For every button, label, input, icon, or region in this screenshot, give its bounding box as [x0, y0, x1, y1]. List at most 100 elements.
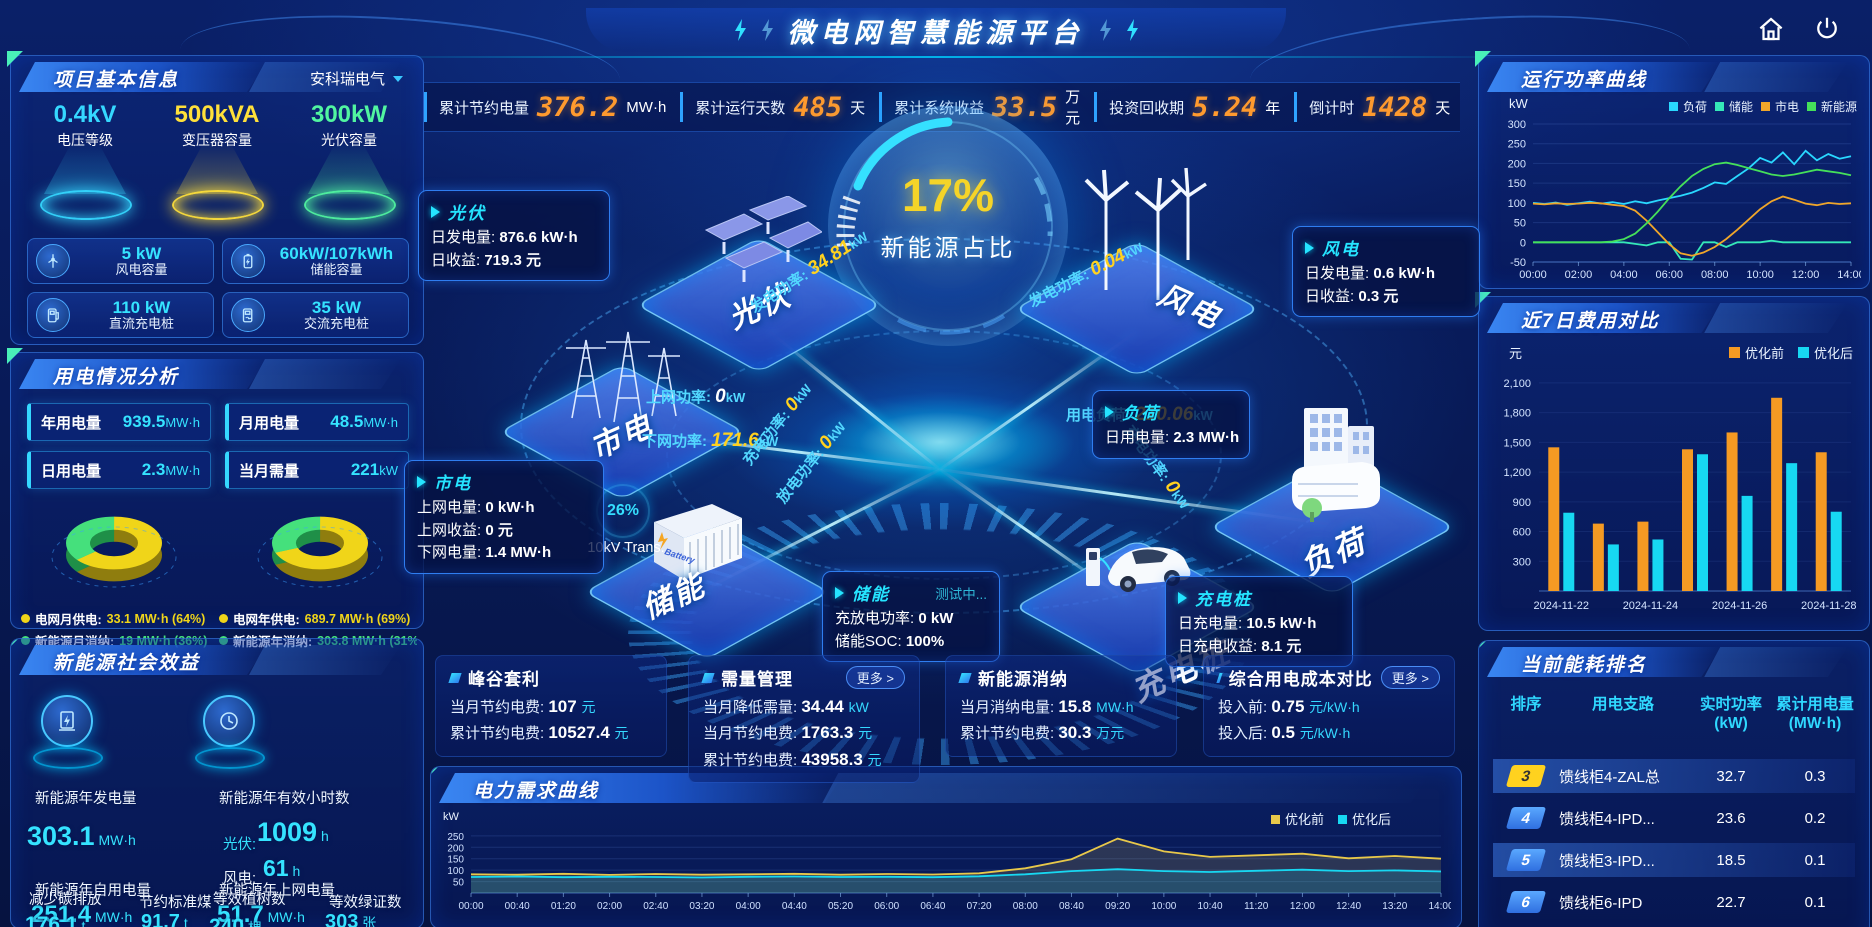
info-box-row: 日发电量: 876.6 kW·h: [431, 227, 597, 250]
top-stat-item: 累计节约电量 376.2 MW·h: [424, 92, 680, 122]
benefit-value: 303.1 MW·h: [27, 821, 136, 851]
panel-title: 近7日费用对比: [1521, 311, 1660, 332]
metric-card-row: 投入后: 0.5 元/kW·h: [1218, 720, 1440, 746]
info-box-title-row: 市电: [417, 469, 591, 494]
legend-item: 市电: [1760, 98, 1799, 115]
top-stat-value: 485: [793, 91, 843, 123]
svg-text:02:40: 02:40: [643, 901, 668, 912]
svg-text:100: 100: [1508, 198, 1526, 210]
panel-header: 用电情况分析: [17, 358, 417, 392]
ranking-column-header: 实时功率 (kW): [1699, 696, 1762, 733]
svg-text:300: 300: [1508, 119, 1526, 131]
top-stat-value: 33.5: [992, 91, 1058, 123]
capacity-card: 110 kW 直流充电桩: [27, 292, 214, 338]
benefit-value: 91.7 t: [141, 911, 188, 927]
metric-card-title: 需量管理: [721, 670, 793, 689]
more-button[interactable]: 更多 >: [845, 666, 905, 689]
new-energy-percent-label: 新能源占比: [880, 235, 1016, 262]
svg-text:200: 200: [1508, 158, 1526, 170]
donut-legend-entry: 电网月供电: 33.1 MW·h (64%): [21, 609, 219, 628]
svg-text:600: 600: [1513, 527, 1531, 539]
panel-header: 电力需求曲线: [437, 772, 1451, 806]
company-dropdown[interactable]: 安科瑞电气: [310, 68, 403, 89]
ranking-column-header: 累计用电量 (MW·h): [1776, 696, 1854, 733]
rank-badge: 6: [1505, 891, 1547, 913]
home-icon[interactable]: [1756, 14, 1786, 44]
more-button[interactable]: 更多 >: [1380, 666, 1440, 689]
capacity-pedestals: 0.4kV 电压等级 500kVA 变压器容量 300kW 光伏容量: [11, 101, 423, 232]
benefit-value: 61 h: [263, 855, 301, 881]
benefit-value: 1009 h: [257, 817, 329, 847]
metric-row-unit: 元: [858, 725, 873, 742]
pv-info-box: 光伏 日发电量: 876.6 kW·h 日收益: 719.3 元: [418, 190, 610, 281]
metric-card-row: 投入前: 0.75 元/kW·h: [1218, 694, 1440, 720]
rank-badge: 5: [1505, 849, 1547, 871]
ranking-row[interactable]: 6 馈线柜6-IPD 22.7 0.1: [1493, 885, 1855, 919]
benefit-label: 新能源年上网电量: [219, 883, 335, 899]
ranking-row[interactable]: 3 馈线柜4-ZAL总 32.7 0.3: [1493, 759, 1855, 793]
ranking-power: 22.7: [1716, 893, 1746, 911]
svg-text:14:00: 14:00: [1428, 901, 1451, 912]
svg-text:12:00: 12:00: [1792, 269, 1820, 281]
metric-card-title: 综合用电成本对比: [1228, 670, 1373, 689]
svg-text:12:40: 12:40: [1336, 901, 1361, 912]
usage-stat-value: 221kW: [350, 460, 398, 479]
cost-chart: 2,100 1,800 1,500 1,200 900 600 300 2024-11-22 2…: [1503, 378, 1856, 612]
legend-label: 优化后: [1351, 812, 1391, 827]
ranking-row[interactable]: 4 馈线柜4-IPD... 23.6 0.2: [1493, 801, 1855, 835]
solar-panels-icon: [704, 196, 822, 282]
power-icon[interactable]: [1812, 14, 1842, 44]
legend-label: 储能: [1728, 100, 1753, 114]
svg-text:03:20: 03:20: [689, 901, 714, 912]
flow-label: 下网功率: 171.6kW: [642, 430, 778, 452]
info-box-row: 日充电收益: 8.1 元: [1178, 636, 1340, 659]
capacity-card: 35 kW 交流充电桩: [222, 292, 409, 338]
info-box-title: 市电: [434, 474, 472, 493]
svg-text:02:00: 02:00: [1565, 269, 1593, 281]
transformer-label: 10kV Trans.: [587, 540, 665, 556]
metric-row-unit: 元: [581, 699, 596, 715]
panel-new-energy-benefits: 新能源社会效益 新能源年发电量 303.1 MW·h 新能源年有效小时数 光伏: 100…: [10, 638, 424, 927]
capacity-card-value: 5 kW: [121, 243, 162, 263]
ac-charger-icon: [231, 298, 265, 332]
usage-stat-label: 月用电量: [239, 414, 300, 432]
company-dropdown-value: 安科瑞电气: [309, 71, 385, 88]
metric-card-row: 当月降低需量: 34.44 kW: [703, 694, 905, 720]
ranking-branch: 馈线柜4-ZAL总: [1559, 768, 1660, 786]
capacity-card: 5 kW 风电容量: [27, 238, 214, 284]
info-box-row: 充放电功率: 0 kW: [835, 608, 987, 631]
ranking-branch: 馈线柜6-IPD: [1559, 894, 1643, 912]
metric-row-unit: 万元: [1096, 725, 1125, 742]
benefit-label: 新能源年有效小时数: [219, 791, 350, 807]
info-box-title-row: 风电: [1305, 235, 1467, 260]
legend-item: 优化后: [1337, 809, 1391, 828]
diamond-icon: [701, 672, 715, 683]
top-stat-unit: MW·h: [626, 98, 667, 116]
metric-row-value: 34.44: [801, 697, 849, 716]
metric-row-label: 当月节约电费:: [450, 699, 549, 716]
capacity-pedestal-1: 500kVA 变压器容量: [158, 101, 276, 232]
top-stat-value: 376.2: [537, 91, 619, 123]
info-box-row: 下网电量: 1.4 MW·h: [417, 542, 591, 565]
info-box-row-label: 日发电量:: [1305, 265, 1374, 282]
panel-energy-ranking: 当前能耗排名 排序 用电支路 实时功率 (kW) 累计用电量 (MW·h) 3 馈线柜4…: [1478, 640, 1870, 927]
pedestal-base: [33, 747, 103, 769]
svg-text:-50: -50: [1510, 257, 1526, 269]
metric-row-value: 30.3: [1058, 723, 1097, 743]
metric-card-2: 新能源消纳 当月消纳电量: 15.8 MW·h 累计节约电费: 30.3 万元: [945, 655, 1177, 757]
capacity-pedestal-0: 0.4kV 电压等级: [26, 101, 144, 232]
grid-info-box: 市电 上网电量: 0 kW·h 上网收益: 0 元下网电量: 1.4 MW·h: [404, 460, 604, 574]
top-stat-label: 累计运行天数: [695, 99, 786, 117]
new-energy-percent: 17%: [901, 169, 995, 221]
panel-7day-cost: 近7日费用对比 元 优化前 优化后 2,100 1,800 1,500 1,200 900…: [1475, 292, 1870, 631]
legend-swatch-icon: [1270, 815, 1280, 824]
title-bar: 微电网智慧能源平台: [586, 8, 1286, 52]
ranking-row[interactable]: 5 馈线柜3-IPD... 18.5 0.1: [1493, 843, 1855, 877]
top-stat-unit: 天: [850, 99, 866, 117]
load-info-box: 负荷 日用电量: 2.3 MW·h: [1092, 390, 1250, 459]
benefit-label: 节约标准煤: [139, 895, 212, 911]
benefit-value: 51.7 MW·h: [217, 901, 305, 927]
info-box-row: 储能SOC: 100%: [835, 631, 987, 654]
svg-text:50: 50: [1514, 218, 1526, 230]
svg-text:250: 250: [1508, 139, 1526, 151]
